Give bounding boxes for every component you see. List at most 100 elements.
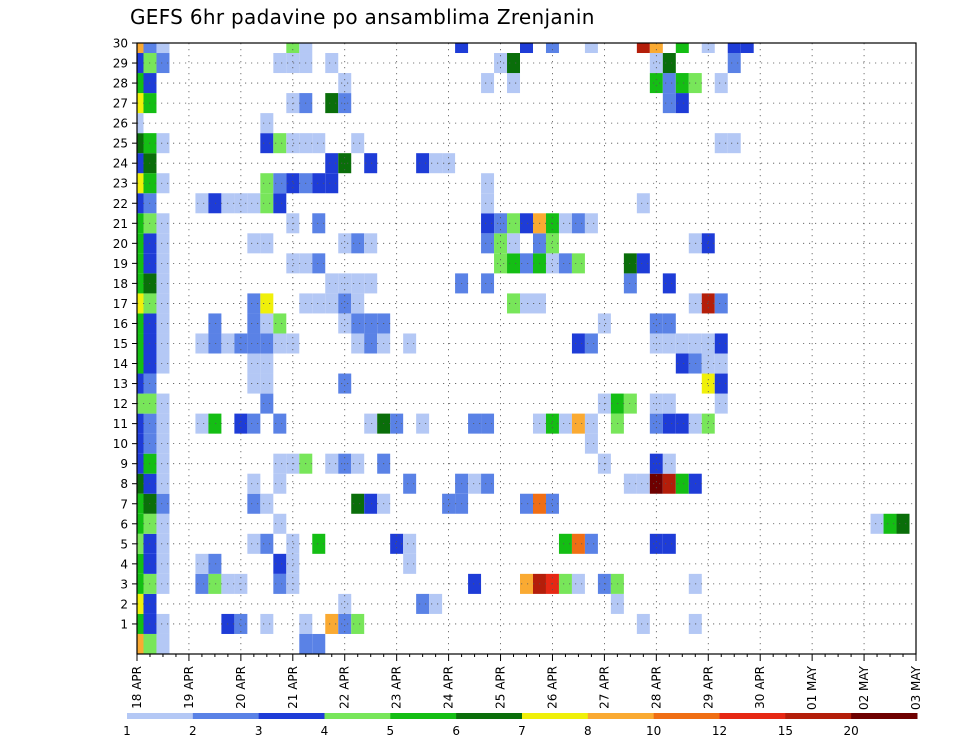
heatmap-cell [137,93,144,114]
y-tick-label: 13 [113,377,128,391]
heatmap-cell [662,473,676,494]
y-tick-label: 29 [113,57,128,71]
x-tick-label: 21 APR [286,666,300,709]
y-tick-label: 28 [113,77,128,91]
heatmap-cell [260,493,274,514]
heatmap-cell [137,593,144,614]
heatmap-cell [636,193,650,214]
heatmap-cell [156,413,170,434]
heatmap-cell [156,533,170,554]
color-scale-swatch [390,713,457,719]
heatmap-cell [520,493,533,514]
heatmap-cell [675,413,689,434]
heatmap-cell [403,333,417,354]
heatmap-cell [351,493,365,514]
color-scale-swatch [456,713,523,719]
heatmap-cell [260,113,274,134]
heatmap-cell [137,393,144,414]
heatmap-cell [156,613,170,634]
heatmap-cell [571,533,585,554]
heatmap-cell [416,593,430,614]
heatmap-cell [234,413,248,434]
heatmap-cell [325,273,339,294]
heatmap-cell [156,393,170,414]
heatmap-cell [649,533,663,554]
heatmap-cell [156,353,170,374]
heatmap-cell [623,393,637,414]
heatmap-cell [137,253,144,274]
heatmap-cell [364,273,378,294]
color-scale-swatch [587,713,655,719]
heatmap-cell [286,253,300,274]
y-tick-label: 4 [120,557,128,571]
heatmap-cell [260,613,274,634]
x-tick-label: 26 APR [545,666,559,709]
heatmap-cell [584,413,598,434]
heatmap-cell [273,193,287,214]
heatmap-cell [234,193,248,214]
heatmap-cell [247,193,261,214]
heatmap-cell [662,533,676,554]
heatmap-cell [195,193,209,214]
heatmap-cell [260,533,274,554]
heatmap-cell [623,253,637,274]
heatmap-cell [623,273,637,294]
heatmap-cell [545,493,559,514]
heatmap-cell [649,413,663,434]
heatmap-cell [675,93,689,114]
heatmap-cell [260,333,274,354]
y-tick-label: 18 [113,277,128,291]
heatmap-cell [137,173,144,194]
heatmap-cell [571,213,585,234]
x-tick-label: 01 MAY [805,665,819,710]
heatmap-cell [273,413,287,434]
heatmap-cell [260,293,274,314]
heatmap-cell [416,413,430,434]
heatmap-cell [299,633,313,654]
heatmap-cell [286,43,300,54]
heatmap-cell [260,353,274,374]
heatmap-cell [260,393,274,414]
color-scale-label: 5 [387,724,395,738]
heatmap-cell [727,43,741,54]
heatmap-cell [507,73,521,94]
heatmap-cell [137,573,144,594]
heatmap-cell [247,293,261,314]
heatmap-cell [468,473,482,494]
heatmap-cell [325,153,339,174]
heatmap-cell [701,43,715,54]
heatmap-cell [208,573,222,594]
heatmap-cell [273,173,287,194]
y-tick-label: 3 [120,577,128,591]
heatmap-cell [338,73,352,94]
heatmap-cell [662,53,676,74]
heatmap-cell [714,293,728,314]
heatmap-cell [312,253,326,274]
y-tick-label: 27 [113,97,128,111]
heatmap-cell [137,153,144,174]
heatmap-cell [247,333,261,354]
heatmap-cell [137,473,144,494]
heatmap-cell [584,43,598,54]
heatmap-cell [481,413,495,434]
heatmap-cell [597,313,611,334]
color-scale-swatch [522,713,589,719]
heatmap-cell [338,613,352,634]
heatmap-cell [662,73,676,94]
heatmap-cell [137,433,144,454]
heatmap-cell [286,173,300,194]
heatmap-cell [156,453,170,474]
y-tick-label: 16 [113,317,128,331]
heatmap-cell [390,413,404,434]
heatmap-cell [137,493,144,514]
x-tick-label: 18 APR [130,666,144,709]
heatmap-cell [195,333,209,354]
color-scale-swatch [785,713,852,719]
heatmap-cell [137,513,144,534]
heatmap-cell [623,473,637,494]
heatmap-cell [351,233,365,254]
heatmap-cell [137,413,144,434]
heatmap-cell [507,233,521,254]
color-scale-label: 8 [584,724,592,738]
